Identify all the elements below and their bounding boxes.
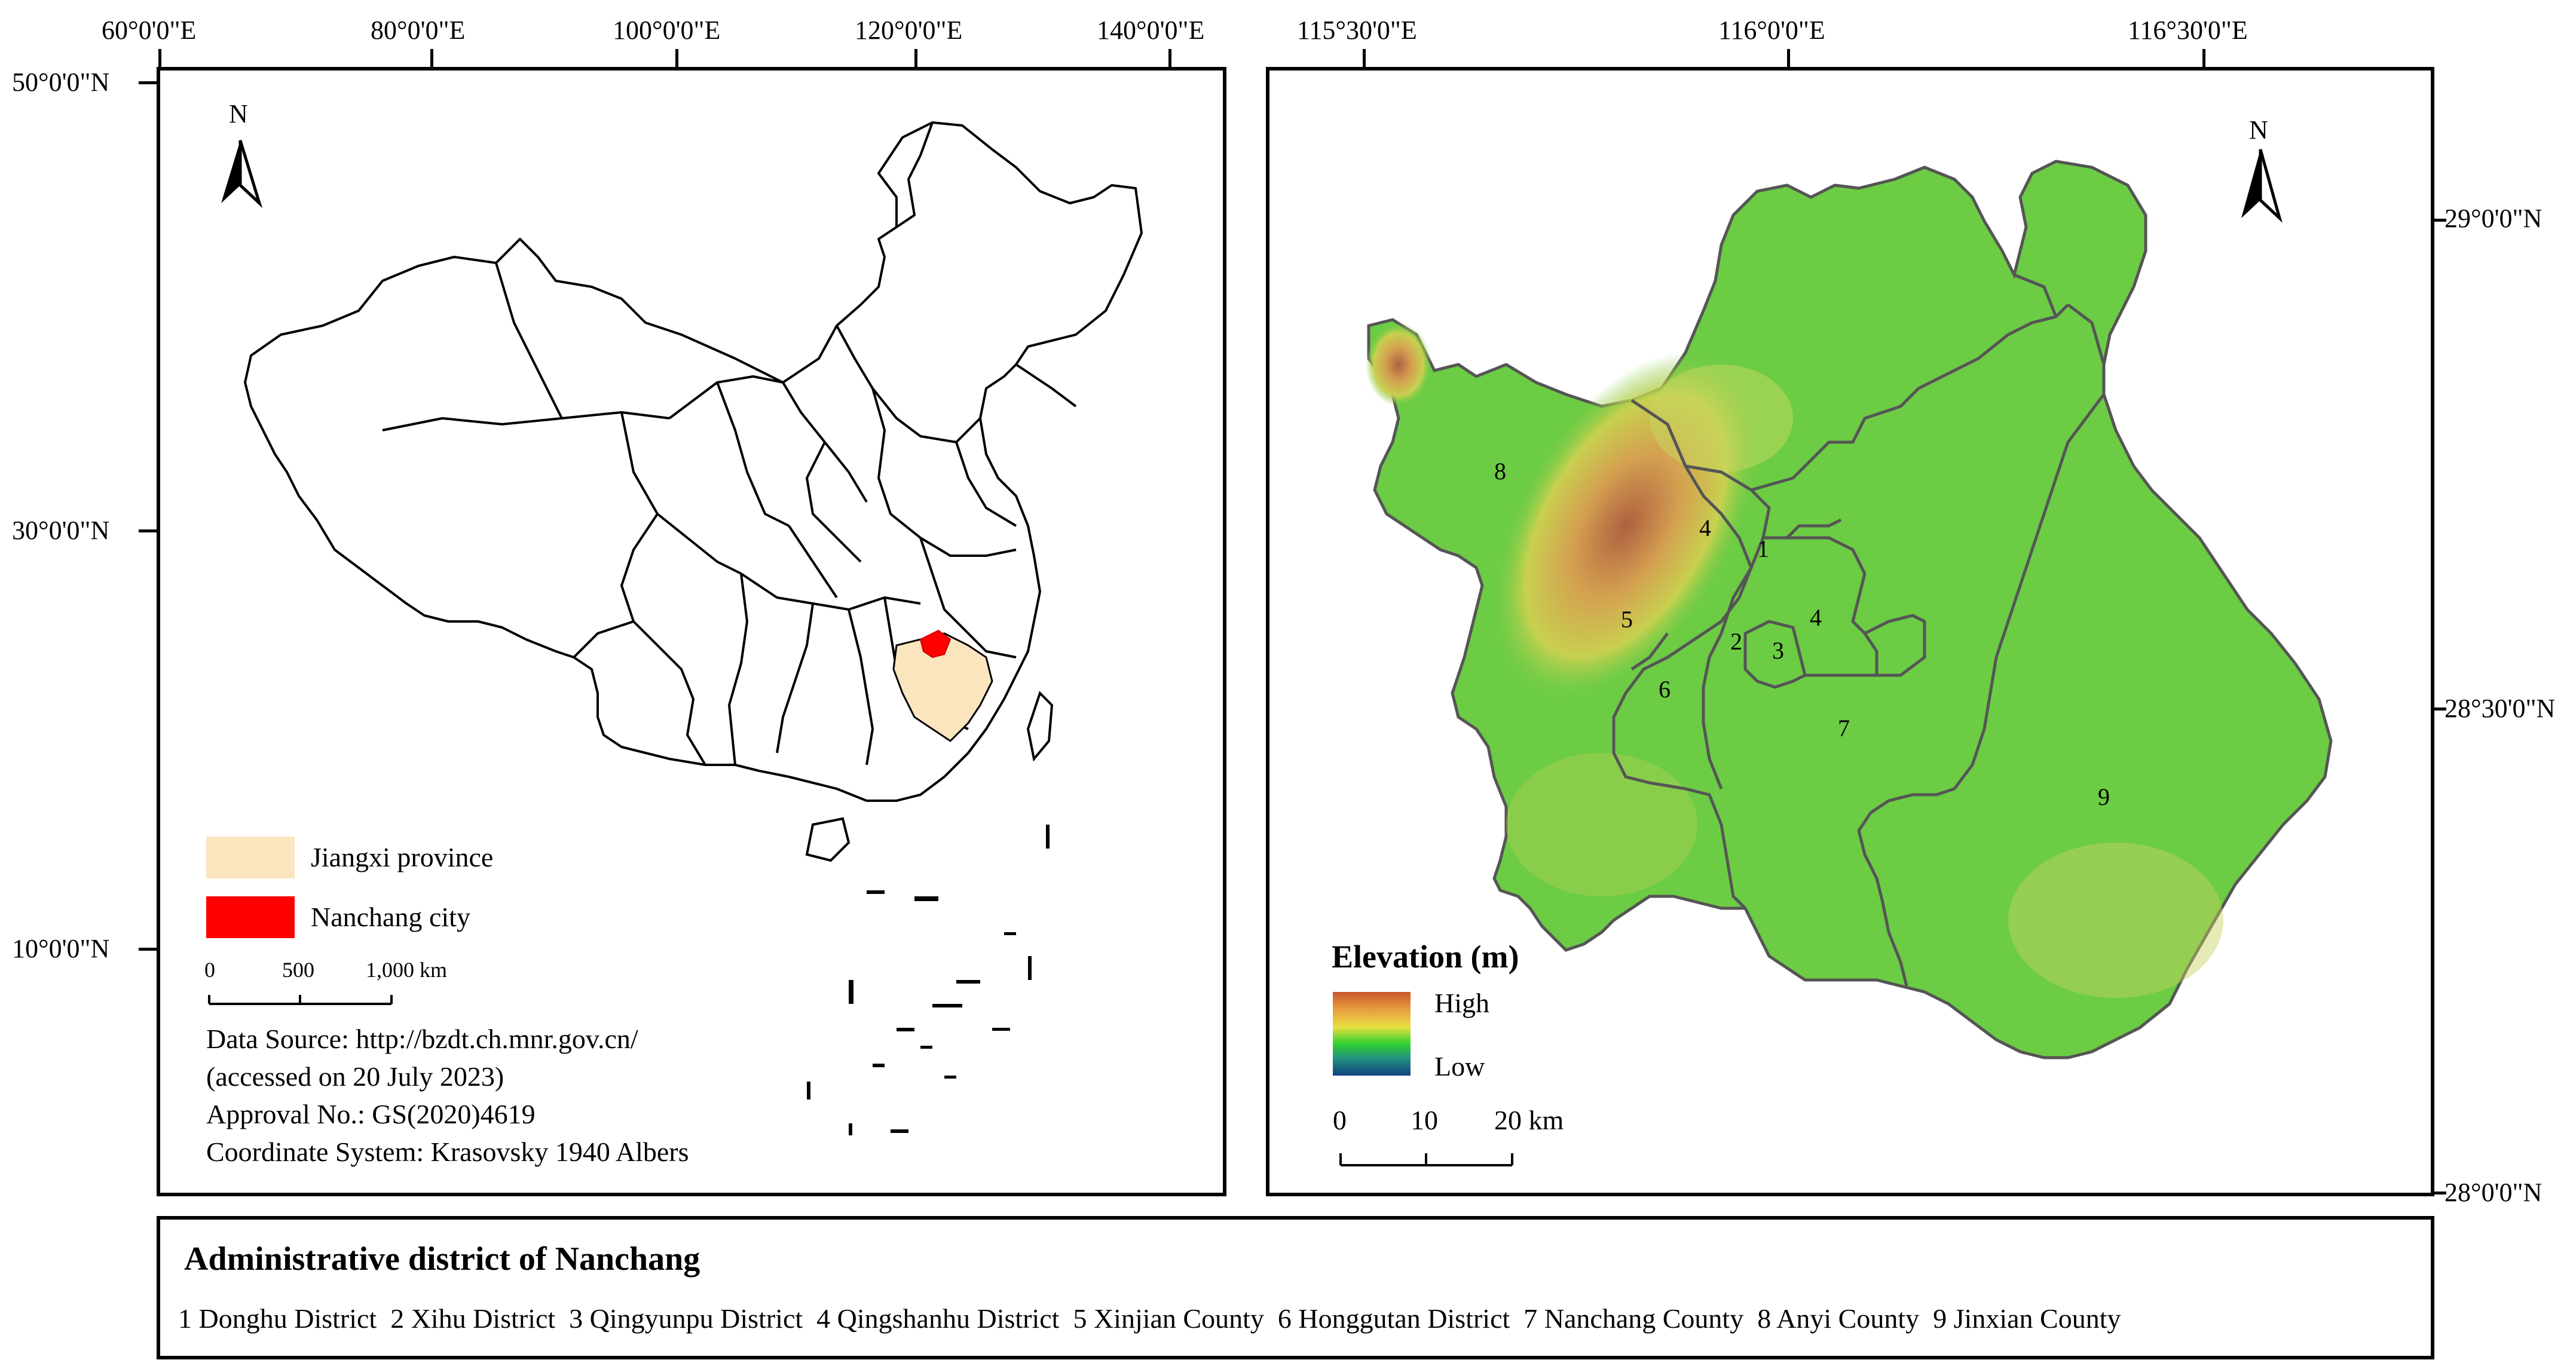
district-number-9: 9 [2098, 783, 2110, 810]
nanchang-city-area [919, 629, 952, 659]
district-list-panel [157, 1216, 2434, 1359]
left-scale-bar [208, 995, 393, 1005]
district-number-3: 3 [1772, 637, 1784, 664]
right-scale-label-20: 20 km [1494, 1105, 1564, 1135]
jiangxi-province-area [892, 632, 993, 742]
elevation-legend-high: High [1434, 988, 1489, 1018]
hill-relief [1506, 753, 1697, 896]
south-sea-islands [807, 825, 1050, 1135]
right-lon-label-116-30: 116°30'0"E [2128, 16, 2248, 45]
district-number-8: 8 [1494, 458, 1506, 485]
district-number-4: 4 [1699, 514, 1711, 541]
district-number-5: 5 [1621, 606, 1633, 633]
district-list-title: Administrative district of Nanchang [184, 1241, 700, 1278]
right-north-label: N [2249, 115, 2268, 145]
info-data-source: Data Source: http://bzdt.ch.mnr.gov.cn/ [206, 1024, 638, 1054]
taiwan-outline [1026, 691, 1054, 762]
north-arrow-icon [2241, 149, 2283, 223]
legend-label-nanchang: Nanchang city [311, 902, 470, 932]
right-lat-label-28-30: 28°30'0"N [2445, 694, 2556, 723]
left-lat-label-50: 50°0'0"N [12, 68, 110, 97]
right-lon-label-116: 116°0'0"E [1718, 16, 1825, 45]
district-boundaries [1612, 273, 2106, 987]
left-north-label: N [229, 99, 248, 128]
left-lon-tick [158, 49, 161, 67]
right-scale-bar [1339, 1153, 1513, 1166]
district-number-2: 2 [1730, 628, 1742, 655]
left-lon-label-80: 80°0'0"E [371, 16, 466, 45]
hill-relief [1650, 365, 1793, 472]
right-scale-label-0: 0 [1333, 1105, 1347, 1135]
north-arrow-icon [221, 140, 263, 209]
info-approval: Approval No.: GS(2020)4619 [206, 1099, 536, 1129]
right-lon-tick [2202, 49, 2205, 67]
left-scale-label-500: 500 [282, 958, 314, 982]
mountain-relief [1366, 323, 1431, 406]
hainan-outline [805, 817, 850, 862]
legend-swatch-jiangxi [206, 837, 295, 878]
china-map-frame [157, 67, 1226, 1196]
left-lon-label-140: 140°0'0"E [1097, 16, 1205, 45]
right-lat-tick [2434, 707, 2446, 710]
right-lat-label-28: 28°0'0"N [2445, 1178, 2543, 1207]
elevation-legend-low: Low [1434, 1051, 1485, 1082]
right-scale-label-10: 10 [1411, 1105, 1438, 1135]
legend-swatch-nanchang [206, 896, 295, 938]
left-lon-label-120: 120°0'0"E [855, 16, 963, 45]
left-lat-tick [139, 529, 157, 532]
left-lat-label-10: 10°0'0"N [12, 934, 110, 963]
info-coordinate-system: Coordinate System: Krasovsky 1940 Albers [206, 1137, 689, 1167]
district-list-items: 1 Donghu District 2 Xihu District 3 Qing… [178, 1303, 2121, 1334]
left-scale-label-0: 0 [204, 958, 215, 982]
info-accessed: (accessed on 20 July 2023) [206, 1061, 504, 1092]
left-lon-label-60: 60°0'0"E [102, 16, 197, 45]
right-lat-tick [2434, 219, 2446, 222]
nanchang-elevation-area [1367, 160, 2333, 1059]
right-lat-tick [2434, 1192, 2446, 1195]
left-scale-label-1000: 1,000 km [366, 958, 448, 982]
district-number-6: 6 [1659, 676, 1671, 703]
right-lon-label-115-30: 115°30'0"E [1297, 16, 1417, 45]
left-lat-tick [139, 948, 157, 951]
left-lon-tick [430, 49, 433, 67]
right-lat-label-29: 29°0'0"N [2445, 204, 2543, 233]
legend-label-jiangxi: Jiangxi province [311, 842, 494, 872]
elevation-legend-title: Elevation (m) [1332, 939, 1519, 975]
right-lon-tick [1363, 49, 1366, 67]
left-lon-tick [1168, 49, 1171, 67]
left-lat-label-30: 30°0'0"N [12, 516, 110, 545]
district-number-1: 1 [1757, 535, 1769, 562]
left-lat-tick [139, 81, 157, 84]
district-number-4: 4 [1810, 604, 1822, 631]
left-lon-label-100: 100°0'0"E [613, 16, 721, 45]
district-number-7: 7 [1838, 715, 1850, 742]
hill-relief [2008, 843, 2223, 998]
elevation-color-ramp [1333, 992, 1411, 1076]
right-lon-tick [1787, 49, 1790, 67]
left-lon-tick [914, 49, 917, 67]
left-lon-tick [675, 49, 678, 67]
